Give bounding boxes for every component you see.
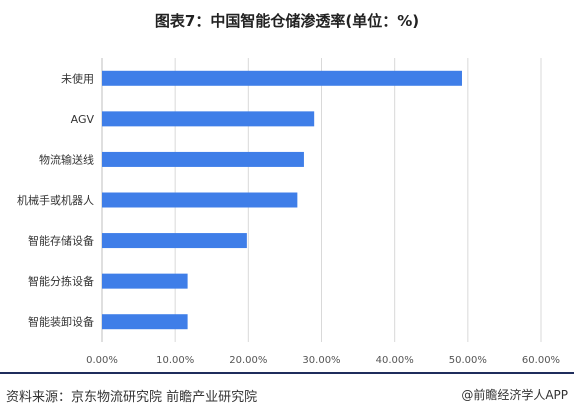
category-label: 智能存储设备 [28,234,94,248]
category-label: 智能分拣设备 [28,274,94,288]
bar [102,70,462,86]
x-tick-label: 10.00% [156,355,194,366]
bar [102,273,188,289]
bar-chart: 0.00% 10.00% 20.00% 30.00% 40.00% 50.00% 60.00… [17,58,560,366]
x-tick-label: 0.00% [86,355,118,366]
source-divider [0,372,574,374]
category-label: 物流输送线 [39,152,94,166]
category-label: 机械手或机器人 [17,193,94,207]
x-tick-label: 60.00% [522,355,560,366]
source-note: 资料来源：京东物流研究院 前瞻产业研究院 [6,390,258,405]
bar [102,151,304,167]
category-label: 智能装卸设备 [28,315,94,329]
x-tick-label: 50.00% [449,355,487,366]
chart-title: 图表7：中国智能仓储渗透率(单位：%) [154,12,420,30]
bar [102,314,188,330]
x-tick-label: 30.00% [302,355,340,366]
bar [102,111,315,127]
bar [102,233,247,249]
category-label: AGV [71,113,95,126]
x-tick-label: 20.00% [229,355,267,366]
x-tick-label: 40.00% [376,355,414,366]
bar [102,192,298,208]
credit-note: @前瞻经济学人APP [461,388,568,402]
category-label: 未使用 [61,72,94,85]
